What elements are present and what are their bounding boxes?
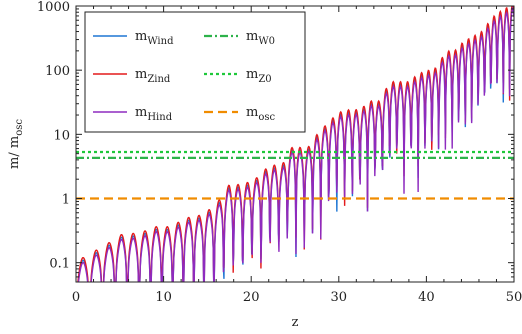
x-tick-label: 20 [243,290,260,305]
legend-item-hind: mHind [93,105,173,123]
x-tick-label: 10 [155,290,172,305]
axis-ticks: 0 10 20 30 40 50 0.1 1 10 100 1000 [37,0,522,305]
x-tick-label: 50 [506,290,522,305]
y-axis-title-sub: osc [14,119,25,136]
legend-label: mosc [246,105,275,123]
y-tick-label: 10 [53,128,70,143]
x-tick-label: 30 [331,290,348,305]
legend-item-zind: mZind [93,67,171,85]
legend-label: mWind [135,29,174,47]
y-axis-title: m/ mosc [7,119,25,169]
y-tick-label: 1000 [37,0,70,15]
legend-item-w0: mW0 [204,29,275,47]
y-axis-title-main: m/ m [7,136,22,169]
series-line-hind [77,6,514,282]
legend-label: mHind [135,105,173,123]
y-tick-label: 0.1 [49,257,70,272]
legend: mWind mZind mHind mW0 mZ0 mosc [84,11,306,133]
legend-label: mW0 [246,29,275,47]
legend-item-osc: mosc [204,105,275,123]
legend-label: mZind [135,67,171,85]
y-tick-label: 100 [45,64,70,79]
legend-item-wind: mWind [93,29,174,47]
x-tick-label: 40 [418,290,435,305]
x-axis-title: z [292,315,299,330]
x-tick-label: 0 [72,290,80,305]
y-tick-label: 1 [62,193,70,208]
legend-item-z0: mZ0 [204,67,272,85]
svg-text:m/ mosc: m/ mosc [7,119,25,169]
plot-area [76,6,514,282]
legend-label: mZ0 [246,67,272,85]
